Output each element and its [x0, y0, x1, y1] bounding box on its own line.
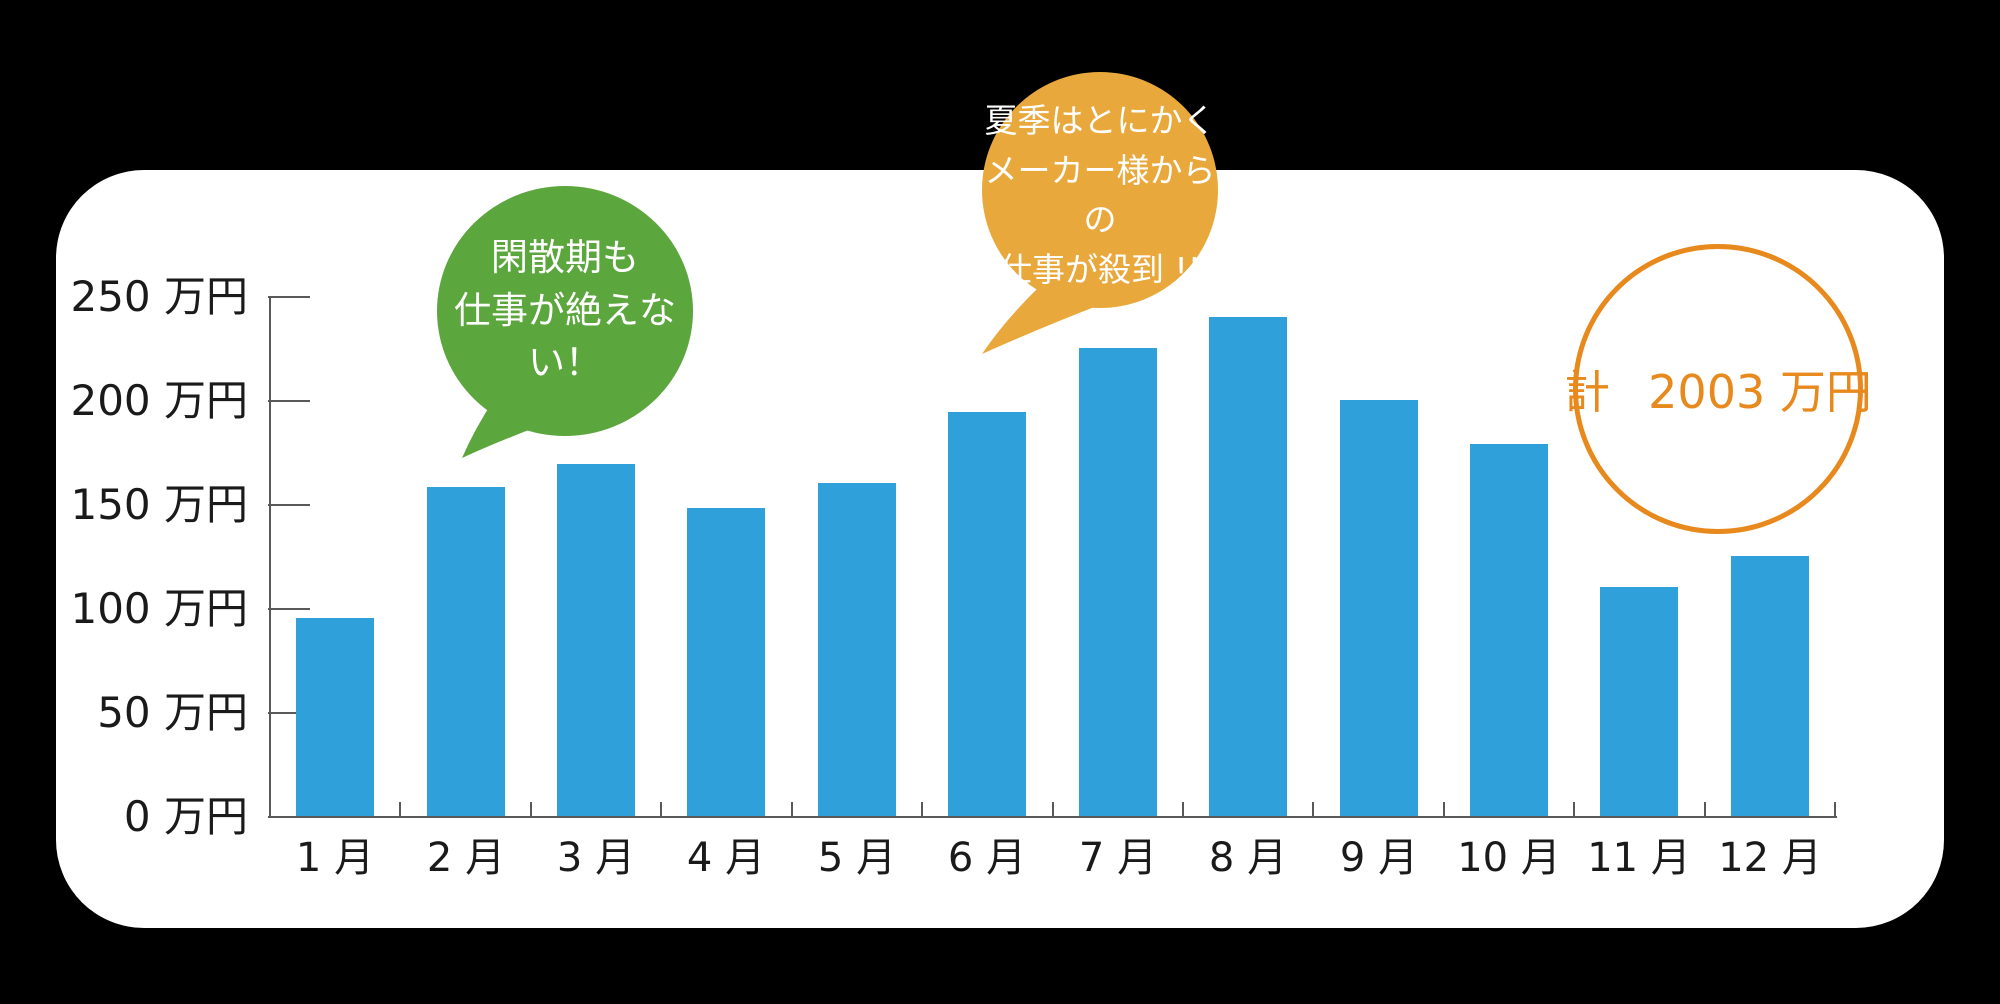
- orange-bubble-line2: メーカー様からの: [984, 150, 1216, 240]
- x-tick-label: 10 月: [1457, 835, 1561, 881]
- x-tick-label: 6 月: [947, 835, 1027, 881]
- total-circle-badge: 計 2003 万円: [1564, 244, 1872, 534]
- x-axis-line: [269, 816, 1837, 818]
- x-tick-mark: [921, 802, 924, 816]
- y-tick-mark: [268, 504, 310, 506]
- x-tick-mark: [1573, 802, 1576, 816]
- y-tick-label: 50 万円: [97, 688, 248, 737]
- bar-4月: [687, 508, 765, 816]
- x-tick-label: 1 月: [295, 835, 375, 881]
- orange-bubble-line1: 夏季はとにかく: [984, 101, 1216, 140]
- bar-10月: [1470, 444, 1548, 816]
- x-tick-label: 9 月: [1339, 835, 1419, 881]
- x-tick-mark: [790, 802, 793, 816]
- bar-7月: [1079, 348, 1157, 816]
- x-tick-label: 3 月: [556, 835, 636, 881]
- x-tick-mark: [399, 802, 402, 816]
- bar-3月: [557, 464, 635, 816]
- x-tick-label: 5 月: [817, 835, 897, 881]
- x-tick-label: 8 月: [1208, 835, 1288, 881]
- x-tick-mark: [1442, 802, 1445, 816]
- y-tick-mark: [268, 816, 310, 818]
- x-tick-mark: [529, 802, 532, 816]
- x-tick-mark: [1703, 802, 1706, 816]
- bar-12月: [1731, 556, 1809, 816]
- x-tick-label: 2 月: [426, 835, 506, 881]
- x-tick-label: 7 月: [1078, 835, 1158, 881]
- green-callout-bubble: 閑散期も 仕事が絶えない！: [437, 186, 693, 436]
- total-value: 2003 万円: [1648, 365, 1872, 419]
- y-tick-label: 150 万円: [70, 480, 248, 529]
- bar-9月: [1340, 400, 1418, 816]
- bar-11月: [1600, 587, 1678, 816]
- bar-5月: [818, 483, 896, 816]
- x-tick-mark: [660, 802, 663, 816]
- x-tick-mark: [1181, 802, 1184, 816]
- y-tick-mark: [268, 296, 310, 298]
- y-axis-line: [269, 297, 271, 817]
- x-tick-mark: [269, 802, 271, 816]
- y-tick-mark: [268, 400, 310, 402]
- x-tick-label: 4 月: [686, 835, 766, 881]
- total-prefix: 計: [1564, 365, 1611, 419]
- x-tick-label: 12 月: [1718, 835, 1822, 881]
- green-bubble-line2: 仕事が絶えない！: [454, 288, 676, 385]
- y-tick-mark: [268, 608, 310, 610]
- x-tick-label: 11 月: [1587, 835, 1691, 881]
- x-tick-mark: [1312, 802, 1315, 816]
- y-tick-label: 200 万円: [70, 376, 248, 425]
- y-tick-mark: [268, 712, 310, 714]
- y-tick-label: 100 万円: [70, 584, 248, 633]
- bar-1月: [296, 618, 374, 816]
- y-tick-label: 250 万円: [70, 272, 248, 321]
- x-tick-mark: [1834, 802, 1836, 816]
- orange-bubble-line3: 仕事が殺到 !!: [999, 249, 1201, 289]
- x-tick-mark: [1051, 802, 1054, 816]
- bar-6月: [948, 412, 1026, 816]
- bar-2月: [427, 487, 505, 816]
- y-tick-label: 0 万円: [123, 792, 248, 841]
- orange-callout-bubble: 夏季はとにかく メーカー様からの 仕事が殺到 !!: [982, 72, 1218, 308]
- bar-8月: [1209, 317, 1287, 816]
- green-bubble-line1: 閑散期も: [491, 236, 639, 280]
